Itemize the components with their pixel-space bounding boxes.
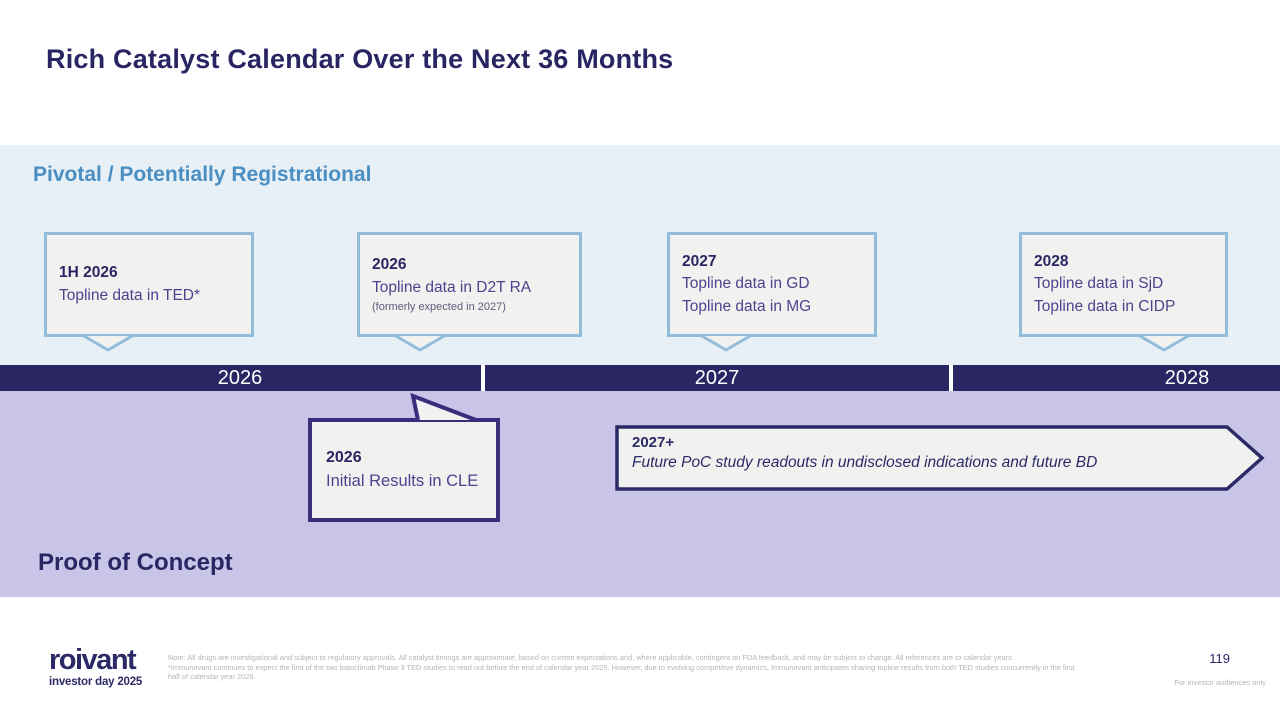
page-number: 119 <box>1209 651 1230 666</box>
poc-section-label: Proof of Concept <box>38 549 233 576</box>
pivotal-section-label: Pivotal / Potentially Registrational <box>33 163 372 186</box>
timeline-year-label: 2026 <box>217 367 263 389</box>
callout-period: 2026 <box>372 256 407 274</box>
arrow-line: Future PoC study readouts in undisclosed… <box>632 454 1098 472</box>
callout-period: 2026 <box>326 449 362 467</box>
callout-tail-icon <box>1139 334 1189 352</box>
footnote-line: half of calendar year 2026. <box>168 672 256 682</box>
callout-ted: 1H 2026 Topline data in TED* <box>44 232 254 337</box>
page-title: Rich Catalyst Calendar Over the Next 36 … <box>46 44 674 74</box>
footnote-line: *Immunovant continues to expect the firs… <box>168 662 1075 672</box>
callout-tail-up-icon <box>410 393 477 422</box>
arrow-period: 2027+ <box>632 434 675 451</box>
callout-tail-icon <box>83 334 133 352</box>
logo-subtitle: investor day 2025 <box>49 676 143 688</box>
callout-tail-icon <box>395 334 445 352</box>
callout-period: 1H 2026 <box>59 264 118 282</box>
audience-note: For investor audiences only <box>1174 678 1266 687</box>
timeline-year-label: 2028 <box>1164 367 1210 389</box>
callout-sjd-cidp: 2028 Topline data in SjD Topline data in… <box>1019 232 1228 337</box>
future-poc-arrow-text: 2027+ Future PoC study readouts in undis… <box>632 433 1232 474</box>
callout-line: Initial Results in CLE <box>326 471 479 490</box>
callout-period: 2027 <box>682 252 717 270</box>
footnote-line: Note: All drugs are investigational and … <box>168 653 1012 662</box>
footnote: Note: All drugs are investigational and … <box>168 653 1075 682</box>
callout-line: Topline data in TED* <box>59 286 201 304</box>
timeline-segment-2027 <box>485 365 949 391</box>
callout-d2t-ra: 2026 Topline data in D2T RA (formerly ex… <box>357 232 582 337</box>
callout-cle: 2026 Initial Results in CLE <box>308 418 500 522</box>
logo-wordmark: roivant <box>49 644 137 676</box>
future-poc-arrow-shape <box>615 425 1265 491</box>
timeline-segment-2026 <box>0 365 481 391</box>
callout-line: Topline data in GD <box>682 275 810 293</box>
roivant-logo: roivant investor day 2025 <box>49 644 143 689</box>
callout-line: Topline data in SjD <box>1034 275 1164 293</box>
timeline-segment-2028 <box>953 365 1280 391</box>
callout-line: Topline data in D2T RA <box>372 278 532 296</box>
timeline-year-label: 2027 <box>694 367 740 389</box>
callout-tail-icon <box>701 334 751 352</box>
callout-gd-mg: 2027 Topline data in GD Topline data in … <box>667 232 877 337</box>
callout-line: Topline data in MG <box>682 297 812 315</box>
callout-note: (formerly expected in 2027) <box>372 301 506 314</box>
callout-line: Topline data in CIDP <box>1034 297 1176 315</box>
callout-period: 2028 <box>1034 252 1069 270</box>
